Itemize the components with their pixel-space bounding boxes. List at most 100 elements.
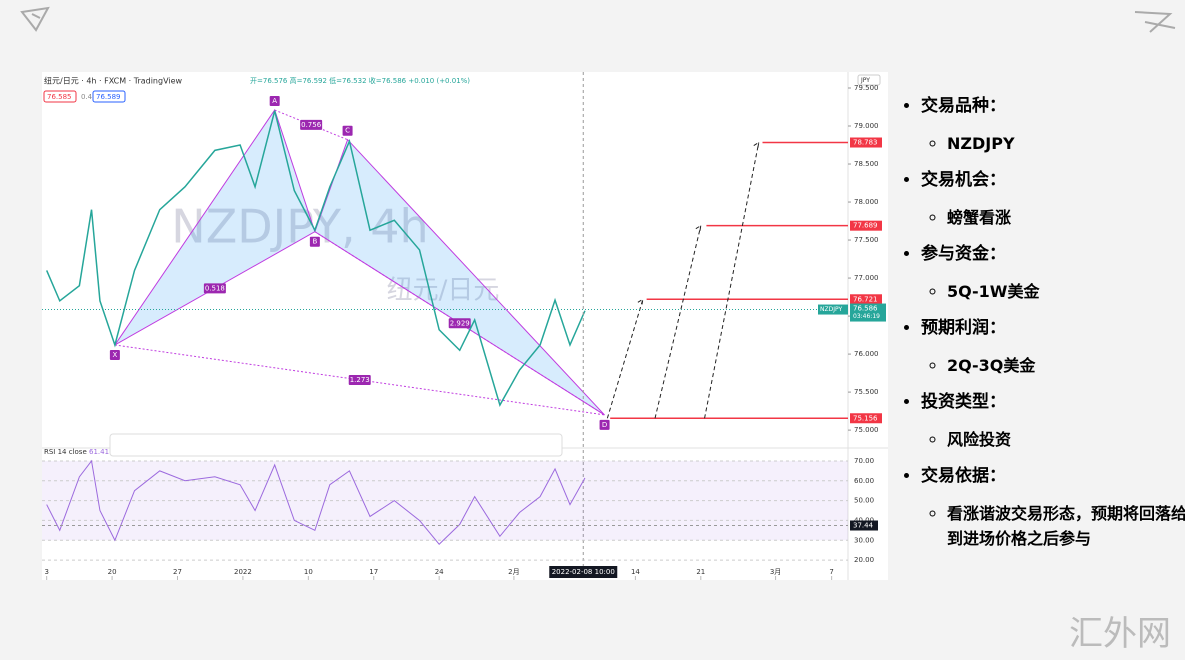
ratio-box bbox=[348, 374, 371, 385]
pattern-dotted-leg bbox=[274, 109, 348, 141]
rsi-tick-label: 20.00 bbox=[854, 556, 874, 564]
rsi-tick-label: 40.00 bbox=[854, 516, 874, 524]
y-tick-label: 75.000 bbox=[854, 426, 879, 434]
pattern-point-label: A bbox=[272, 97, 277, 105]
quote-value: 76.589 bbox=[96, 93, 121, 101]
y-tick-label: 78.000 bbox=[854, 198, 879, 206]
projection-arrow bbox=[606, 298, 644, 419]
x-tick-label: 24 bbox=[435, 568, 444, 576]
bullet-text: 预期利润： bbox=[921, 318, 1006, 338]
y-tick-label: 75.500 bbox=[854, 388, 879, 396]
bullet-text: 交易品种： bbox=[921, 96, 1006, 116]
ohlc: 开=76.576 高=76.592 低=76.532 收=76.586 +0.0… bbox=[250, 76, 470, 85]
rsi-line bbox=[46, 459, 586, 545]
quote-box bbox=[92, 90, 126, 103]
bullet-item: 投资类型： 风险投资 bbox=[921, 384, 1185, 458]
pattern-point-box bbox=[309, 236, 320, 247]
x-tick-label: 20 bbox=[108, 568, 117, 576]
symbol-box bbox=[818, 304, 848, 315]
bullet-item: 交易机会： 螃蟹看涨 bbox=[921, 162, 1185, 236]
countdown: 03:46:19 bbox=[853, 313, 880, 320]
level-label: 78.783 bbox=[853, 139, 878, 147]
ratio-box bbox=[300, 119, 323, 130]
sub-list: 5Q-1W美金 bbox=[921, 273, 1185, 310]
projection-arrow bbox=[704, 141, 760, 419]
sub-list: 看涨谐波交易形态，预期将回落给到进场价格之后参与 bbox=[921, 495, 1185, 557]
y-tick-label: 79.500 bbox=[854, 84, 879, 92]
x-tick-label: 14 bbox=[631, 568, 640, 576]
bullet-text: 参与资金： bbox=[921, 244, 1006, 264]
x-tick-label: 17 bbox=[369, 568, 378, 576]
bullet-item: 交易品种： NZDJPY bbox=[921, 88, 1185, 162]
last-price-box bbox=[850, 303, 886, 322]
rsi-tick-label: 50.00 bbox=[854, 497, 874, 505]
rsi-last: 61.41 bbox=[89, 448, 109, 456]
level-box bbox=[850, 220, 882, 231]
pattern-dotted-leg bbox=[314, 231, 605, 416]
level-box bbox=[850, 137, 882, 148]
bullet-item: 预期利润： 2Q-3Q美金 bbox=[921, 310, 1185, 384]
sub-list: 风险投资 bbox=[921, 421, 1185, 458]
x-tick-label: 21 bbox=[696, 568, 705, 576]
bullet-list: 交易品种： NZDJPY 交易机会： 螃蟹看涨参与资金： 5Q-1W美金预期利润： 2Q-… bbox=[895, 88, 1185, 557]
ratio-label: 2.929 bbox=[450, 319, 470, 327]
symbol-label: NZDJPY bbox=[820, 306, 842, 313]
bullet-text: 交易机会： bbox=[921, 170, 1006, 190]
sub-item: 看涨谐波交易形态，预期将回落给到进场价格之后参与 bbox=[947, 495, 1185, 557]
rsi-tick-label: 30.00 bbox=[854, 536, 874, 544]
corner-logo bbox=[1134, 11, 1176, 33]
y-tick-label: 78.500 bbox=[854, 160, 879, 168]
rsi-title: RSI 14 close bbox=[44, 448, 87, 456]
watermark-title: NZDJPY, 4h bbox=[171, 200, 428, 254]
x-tick-label: 7 bbox=[829, 568, 833, 576]
sub-list: NZDJPY bbox=[921, 125, 1185, 162]
pattern-point-label: X bbox=[112, 351, 117, 359]
level-box bbox=[850, 294, 882, 305]
watermark-subtitle: 纽元/日元 bbox=[387, 276, 500, 306]
bullet-item: 参与资金： 5Q-1W美金 bbox=[921, 236, 1185, 310]
sub-item: 2Q-3Q美金 bbox=[947, 347, 1185, 384]
x-tick-label: 10 bbox=[304, 568, 313, 576]
pattern-point-label: D bbox=[602, 421, 607, 429]
ratio-box bbox=[448, 318, 471, 329]
x-tick-label: 3月 bbox=[770, 568, 781, 576]
pattern-point-label: B bbox=[312, 238, 317, 246]
sub-list: 2Q-3Q美金 bbox=[921, 347, 1185, 384]
sub-item: NZDJPY bbox=[947, 125, 1185, 162]
corner-logo bbox=[20, 6, 50, 32]
sub-item: 风险投资 bbox=[947, 421, 1185, 458]
crosshair-rsi-box bbox=[850, 520, 878, 531]
pattern-point-box bbox=[269, 96, 280, 107]
price-line bbox=[45, 110, 586, 407]
last-price-label: 76.586 bbox=[853, 305, 878, 313]
x-tick-label: 27 bbox=[173, 568, 182, 576]
currency: JPY bbox=[860, 77, 870, 84]
ratio-box bbox=[203, 283, 226, 294]
level-label: 77.689 bbox=[853, 222, 878, 230]
ratio-label: 0.756 bbox=[301, 121, 322, 129]
quote-value: 76.585 bbox=[47, 93, 72, 101]
y-tick-label: 77.000 bbox=[854, 274, 879, 282]
pattern-point-box bbox=[599, 419, 610, 430]
level-box bbox=[850, 413, 882, 424]
pattern-point-label: C bbox=[345, 127, 350, 135]
currency-box[interactable] bbox=[857, 74, 881, 86]
ratio-label: 1.273 bbox=[350, 376, 370, 384]
brand: 汇外网 bbox=[1069, 614, 1171, 654]
bullet-text: 投资类型： bbox=[921, 392, 1006, 412]
drawing-toolbar[interactable] bbox=[109, 433, 563, 457]
bullet-item: 交易依据： 看涨谐波交易形态，预期将回落给到进场价格之后参与 bbox=[921, 458, 1185, 557]
sub-list: 螃蟹看涨 bbox=[921, 199, 1185, 236]
crosshair-rsi-label: 37.44 bbox=[853, 522, 874, 530]
level-label: 76.721 bbox=[853, 295, 878, 303]
sub-item: 螃蟹看涨 bbox=[947, 199, 1185, 236]
rsi-tick-label: 70.00 bbox=[854, 457, 874, 465]
pattern-dotted-leg bbox=[114, 344, 605, 416]
x-tick-label: 3 bbox=[44, 568, 48, 576]
x-tick-label: 2022 bbox=[234, 568, 252, 576]
symbol-line: 纽元/日元 · 4h · FXCM · TradingView bbox=[44, 76, 183, 86]
y-tick-label: 76.000 bbox=[854, 350, 879, 358]
y-tick-label: 79.000 bbox=[854, 122, 879, 130]
